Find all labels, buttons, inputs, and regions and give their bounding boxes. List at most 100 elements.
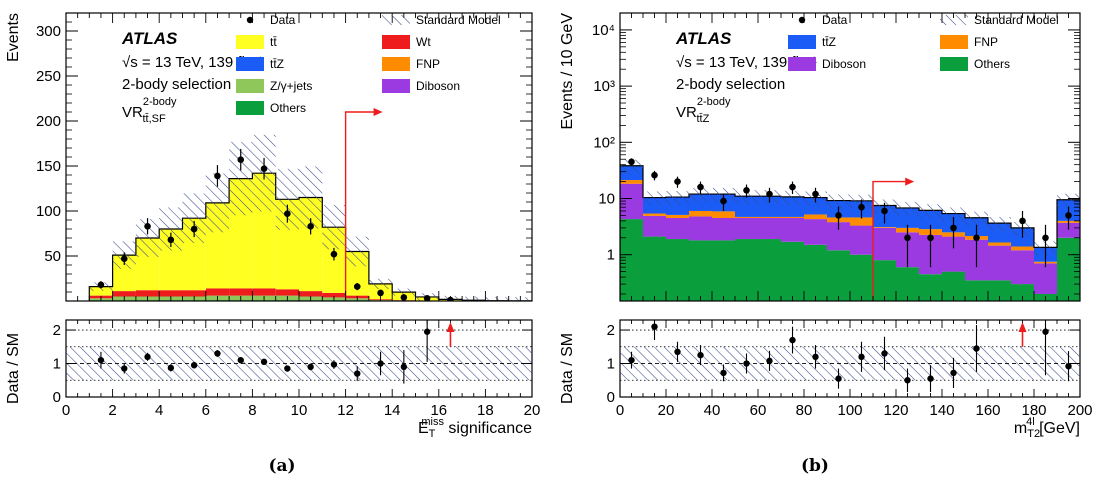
bar-fnp	[712, 211, 735, 218]
ratio-point	[720, 369, 727, 377]
y-tick-label: 250	[36, 68, 61, 85]
bar-fnp	[689, 210, 712, 217]
data-point	[237, 156, 245, 163]
ratio-content	[620, 320, 1080, 392]
data-point	[628, 158, 635, 166]
bar-diboson	[735, 217, 758, 240]
legend-label: Z/γ+jets	[270, 79, 312, 93]
x-axis-title: mT24l [GeV]	[1014, 416, 1080, 440]
bar-wt	[275, 289, 299, 296]
bar-others	[620, 219, 643, 301]
ratio-point	[973, 345, 980, 352]
x-tick-label: 16	[430, 402, 447, 419]
data-point	[97, 281, 105, 289]
bar-wt	[229, 288, 253, 296]
bar-wt	[135, 290, 160, 297]
x-tick-label: 14	[384, 402, 401, 419]
data-point	[973, 234, 980, 242]
ratio-point	[950, 369, 957, 377]
ratio-point	[812, 353, 819, 361]
data-point	[1065, 212, 1072, 219]
sm-uncertainty-band	[919, 204, 942, 219]
bar-others	[988, 280, 1011, 301]
bar-others	[1057, 237, 1080, 301]
bar-diboson	[758, 217, 781, 240]
ratio-point	[881, 350, 888, 357]
x-tick-label: 40	[704, 402, 721, 419]
data-point	[743, 186, 750, 194]
ratio-offscale-arrowhead	[1018, 322, 1027, 333]
x-tick-label: 0	[62, 402, 70, 419]
legend-swatch	[236, 79, 264, 93]
ratio-offscale-arrowhead	[446, 322, 455, 333]
ratio-point	[423, 328, 431, 335]
bar-tt	[89, 286, 113, 296]
data-point	[651, 171, 658, 179]
legend-label: Data	[822, 13, 848, 27]
legend-label: tt̄	[270, 35, 277, 49]
bar-others	[689, 240, 712, 301]
bar-wt	[112, 291, 136, 297]
cut-arrowhead	[373, 108, 383, 116]
bar-others	[850, 254, 873, 301]
bar-others	[712, 240, 735, 301]
ratio-point	[214, 350, 221, 357]
legend-label: tt̄Z	[270, 57, 284, 71]
bar-diboson	[643, 215, 666, 237]
ratio-point	[835, 375, 842, 382]
ratio-point	[167, 364, 175, 372]
y-tick-label: 10	[598, 191, 615, 208]
ratio-point	[260, 358, 268, 366]
data-point	[330, 250, 338, 258]
x-tick-label: 120	[883, 402, 908, 419]
selection-label: 2-body selection	[676, 76, 785, 93]
bar-others	[781, 241, 804, 301]
ratio-point	[674, 348, 681, 356]
y-tick-label: 150	[36, 158, 61, 175]
bar-diboson	[988, 245, 1011, 281]
sm-uncertainty-band	[942, 207, 965, 222]
ratio-point	[121, 365, 128, 372]
legend-swatch	[788, 57, 816, 71]
bar-diboson	[827, 222, 850, 251]
region-label: VR2-body tt̄,SF	[122, 96, 177, 125]
bar-fnp	[735, 216, 758, 218]
bar-diboson	[689, 216, 712, 241]
selection-label: 2-body selection	[122, 76, 231, 93]
bar-diboson	[666, 217, 689, 240]
ratio-point	[190, 361, 198, 369]
data-points	[97, 148, 454, 301]
region-label: VR2-body tt̄Z	[676, 96, 731, 125]
legend-swatch	[940, 35, 968, 49]
sm-uncertainty-band	[135, 219, 160, 257]
data-point	[697, 183, 704, 191]
legend-swatch-sm	[940, 15, 968, 25]
ratio-point	[1065, 363, 1072, 370]
ratio-point	[927, 375, 934, 382]
data-point	[904, 234, 911, 242]
legend-label: Wt	[416, 35, 431, 49]
legend-swatch	[940, 57, 968, 71]
bar-wt	[252, 288, 276, 296]
data-point	[674, 178, 681, 185]
sm-uncertainty-band	[965, 211, 988, 226]
data-point	[766, 190, 773, 198]
legend-label: Standard Model	[974, 13, 1059, 27]
x-tick-label: 160	[975, 402, 1000, 419]
legend-swatch	[236, 57, 264, 71]
y-axis-title: Events / 10 GeV	[559, 13, 576, 130]
ratio-y-tick-label: 2	[53, 322, 61, 339]
x-tick-label: 18	[477, 402, 494, 419]
ratio-y-tick-label: 1	[607, 356, 615, 373]
legend-label: Standard Model	[416, 13, 501, 27]
ratio-point	[354, 370, 361, 377]
y-tick-label: 1	[607, 247, 615, 264]
ratio-point	[743, 360, 750, 367]
panel-b-chart: 1 10 10² 10³ 10⁴ 0 20 40 60 80 100 120 140 160 180 200 0…	[559, 12, 1093, 440]
x-tick-label: 8	[248, 402, 256, 419]
sm-uncertainty-band	[229, 141, 253, 216]
bar-others	[942, 271, 965, 301]
bar-diboson	[873, 227, 896, 261]
ratio-point	[904, 377, 911, 384]
